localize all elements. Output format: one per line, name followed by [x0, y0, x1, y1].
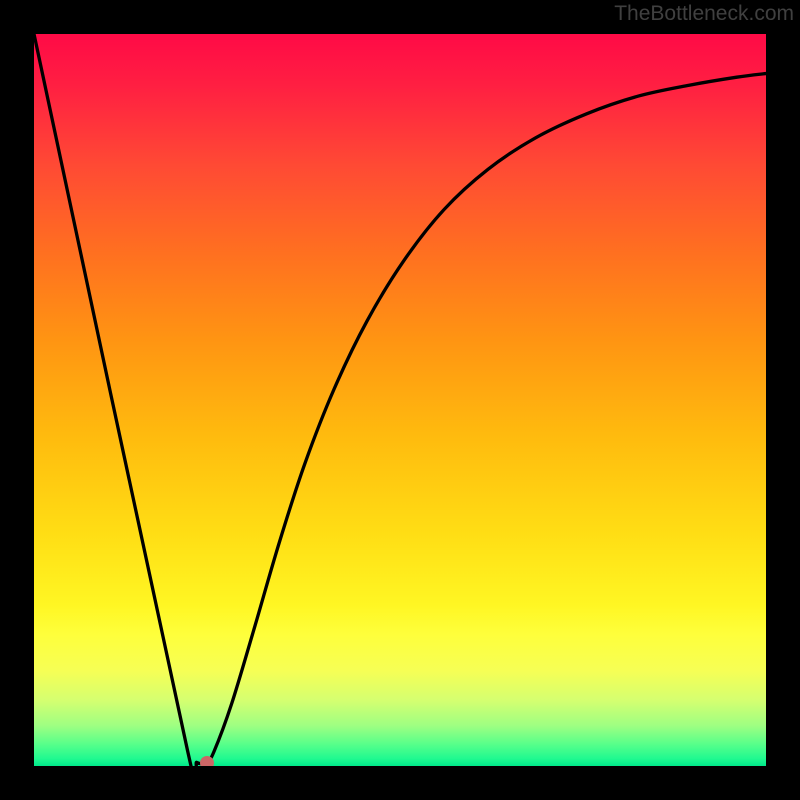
- watermark-text: TheBottleneck.com: [614, 2, 794, 26]
- optimum-marker: [200, 756, 214, 766]
- chart-frame: TheBottleneck.com: [0, 0, 800, 800]
- bottleneck-curve: [34, 34, 766, 766]
- plot-area: [34, 34, 766, 766]
